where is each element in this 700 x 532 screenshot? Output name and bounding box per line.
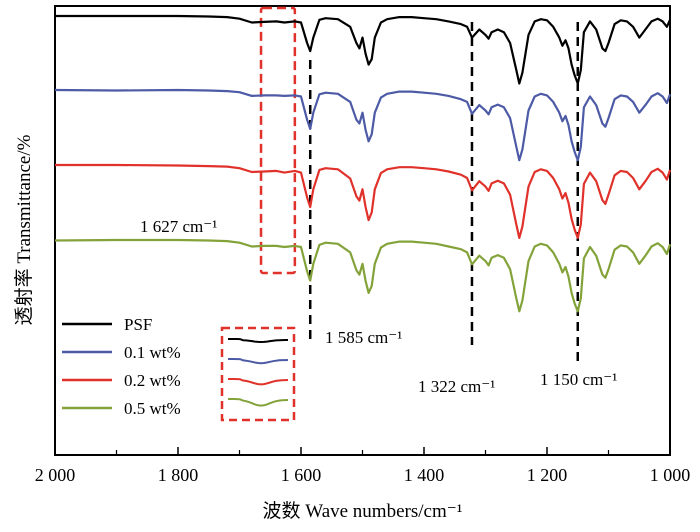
peak-annotation: 1 585 cm⁻¹ <box>325 328 402 347</box>
inset-spectrum-line <box>228 398 289 407</box>
x-tick-label: 1 600 <box>281 465 322 485</box>
highlight-box <box>259 6 297 275</box>
spectrum-line <box>54 238 672 313</box>
spectrum-line <box>55 163 672 239</box>
peak-annotation: 1 150 cm⁻¹ <box>540 370 617 389</box>
x-axis-title: 波数 Wave numbers/cm⁻¹ <box>263 500 463 522</box>
y-axis-title: 透射率 Transmittance/% <box>13 134 35 325</box>
x-tick-label: 1 400 <box>404 465 445 485</box>
legend-label: 0.2 wt% <box>124 371 181 390</box>
x-tick-label: 1 800 <box>158 465 199 485</box>
inset-spectrum-line <box>228 378 289 386</box>
inset-spectrum-line <box>228 358 289 365</box>
x-tick-label: 1 200 <box>527 465 568 485</box>
inset-spectrum-line <box>228 338 288 344</box>
peak-annotation: 1 322 cm⁻¹ <box>418 377 495 396</box>
spectrum-line <box>55 14 672 85</box>
spectrum-line <box>54 88 672 162</box>
peak-annotation: 1 627 cm⁻¹ <box>140 217 217 236</box>
legend-label: 0.5 wt% <box>124 399 181 418</box>
x-tick-label: 1 000 <box>650 465 691 485</box>
legend-label: PSF <box>124 315 152 334</box>
legend-label: 0.1 wt% <box>124 343 181 362</box>
x-tick-label: 2 000 <box>35 465 76 485</box>
